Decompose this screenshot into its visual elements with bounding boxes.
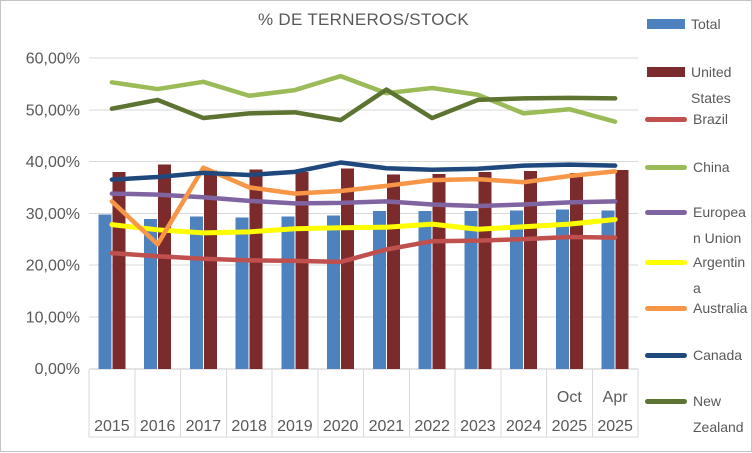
bar-total-2015[interactable] [98, 214, 112, 369]
bar-total-2019[interactable] [281, 216, 295, 369]
y-tick-label-10: 10,00% [26, 309, 80, 326]
legend-label-total: Total [691, 16, 721, 32]
x-label-year-8: 2023 [460, 418, 496, 435]
united-states-bar-swatch-icon [647, 67, 685, 77]
line-argentina[interactable] [109, 216, 618, 236]
plot-area: 0,00% 10,00% 20,00% 30,00% 40,00% 50,00% 60,00… [26, 51, 639, 438]
bar-united-states-2019[interactable] [295, 171, 309, 369]
x-label-year-11: 2025 [597, 418, 633, 435]
argentina-line-swatch-icon [645, 259, 687, 265]
chart-title: % DE TERNEROS/STOCK [257, 10, 469, 29]
legend-item-united-states[interactable]: United States [641, 59, 731, 111]
legend-item-china[interactable]: China [641, 154, 730, 180]
y-tick-label-60: 60,00% [26, 51, 80, 68]
legend-item-total[interactable]: Total [641, 11, 721, 37]
bar-total-2023[interactable] [464, 211, 478, 369]
legend-item-australia[interactable]: Australia [641, 295, 747, 321]
y-tick-label-50: 50,00% [26, 102, 80, 119]
australia-line-swatch-icon [645, 305, 687, 311]
bar-united-states-2017[interactable] [203, 170, 217, 369]
line-european-union[interactable] [109, 191, 618, 209]
legend-label-european-union: Europea n Union [693, 204, 746, 246]
line-new-zealand[interactable] [109, 87, 618, 123]
x-label-year-9: 2024 [506, 418, 542, 435]
bar-united-states-2016[interactable] [158, 164, 172, 369]
x-label-year-2: 2017 [186, 418, 222, 435]
x-label-year-6: 2021 [369, 418, 405, 435]
x-label-year-1: 2016 [140, 418, 176, 435]
bar-united-states-2024[interactable] [524, 170, 538, 369]
y-tick-label-40: 40,00% [26, 154, 80, 171]
legend-label-australia: Australia [693, 300, 748, 316]
bar-united-states-2018[interactable] [249, 169, 263, 369]
bar-total-Oct-2025[interactable] [555, 209, 569, 369]
china-line-swatch-icon [645, 164, 687, 170]
canada-line-swatch-icon [645, 352, 687, 358]
bar-united-states-2020[interactable] [341, 168, 355, 369]
legend-item-argentina[interactable]: Argentin a [641, 249, 745, 301]
bar-total-2020[interactable] [327, 215, 341, 369]
total-bar-swatch-icon [647, 19, 685, 29]
bar-united-states-2021[interactable] [386, 174, 400, 369]
legend-label-united-states: United States [691, 64, 732, 106]
bar-total-2018[interactable] [235, 217, 249, 369]
x-label-year-5: 2020 [323, 418, 359, 435]
bar-total-Apr-2025[interactable] [601, 210, 615, 369]
x-label-year-3: 2018 [231, 418, 267, 435]
y-tick-label-30: 30,00% [26, 206, 80, 223]
legend-label-new-zealand: New Zealand [693, 393, 744, 435]
x-label-month-11: Apr [603, 389, 629, 406]
line-canada[interactable] [109, 160, 618, 182]
european-union-line-swatch-icon [645, 209, 687, 215]
line-australia[interactable] [109, 165, 618, 247]
x-label-month-10: Oct [557, 389, 582, 406]
bar-united-states-2015[interactable] [112, 171, 126, 369]
x-label-year-4: 2019 [277, 418, 313, 435]
brazil-line-swatch-icon [645, 116, 687, 122]
legend-item-brazil[interactable]: Brazil [641, 106, 728, 132]
y-tick-label-20: 20,00% [26, 258, 80, 275]
legend-item-canada[interactable]: Canada [641, 342, 742, 368]
bar-total-2021[interactable] [372, 211, 386, 369]
bar-total-2017[interactable] [189, 216, 203, 369]
legend-item-european-union[interactable]: Europea n Union [641, 199, 746, 251]
legend-label-brazil: Brazil [693, 111, 729, 127]
y-tick-label-0: 0,00% [35, 361, 80, 378]
bar-united-states-2023[interactable] [478, 171, 492, 369]
bar-united-states-Apr-2025[interactable] [615, 169, 629, 369]
legend: Total United States Brazil China Europea n Uni… [641, 1, 752, 453]
bar-total-2024[interactable] [510, 210, 524, 369]
line-china[interactable] [109, 73, 618, 124]
x-label-year-10: 2025 [552, 418, 588, 435]
x-label-year-7: 2022 [414, 418, 450, 435]
legend-label-canada: Canada [693, 347, 743, 363]
legend-label-argentina: Argentin a [693, 254, 746, 296]
bar-total-2022[interactable] [418, 211, 432, 369]
legend-label-china: China [693, 159, 730, 175]
new-zealand-line-swatch-icon [645, 398, 687, 404]
line-brazil[interactable] [109, 234, 618, 265]
x-label-year-0: 2015 [94, 418, 130, 435]
legend-item-new-zealand[interactable]: New Zealand [641, 388, 744, 440]
